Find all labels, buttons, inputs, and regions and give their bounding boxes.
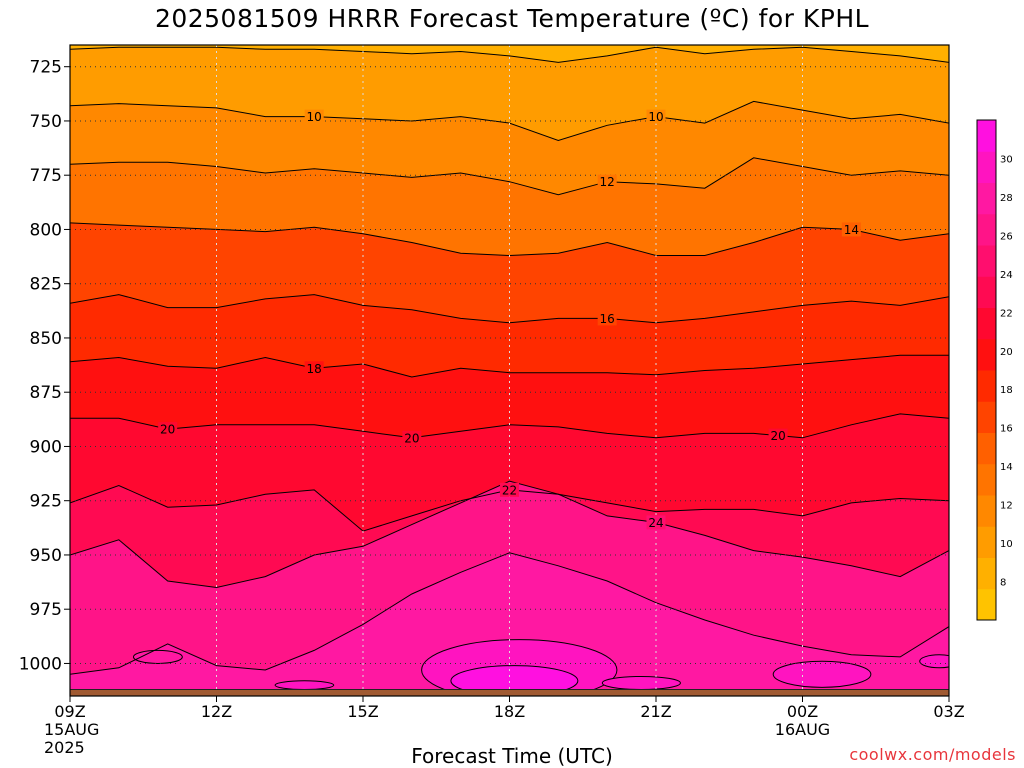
x-tick-label: 21Z bbox=[640, 702, 671, 721]
colorbar-swatch bbox=[977, 276, 996, 308]
colorbar-swatch bbox=[977, 588, 996, 621]
axes: 725 750 775 800 825 850 875 900 925 950 975 1000 09Z… bbox=[19, 44, 965, 757]
contour-label: 24 bbox=[648, 516, 663, 530]
credit-link[interactable]: coolwx.com/models bbox=[849, 745, 1016, 764]
y-tick-label: 800 bbox=[30, 220, 62, 240]
colorbar-frame bbox=[976, 119, 997, 621]
contour-label: 18 bbox=[307, 362, 322, 376]
colorbar-swatch bbox=[977, 182, 996, 215]
y-tick-label: 900 bbox=[30, 437, 62, 457]
warm-pocket-28 bbox=[274, 680, 335, 690]
colorbar-swatch bbox=[977, 307, 996, 340]
x-tick-label: 16AUG bbox=[775, 720, 830, 739]
colorbar-tick-label: 28 bbox=[1000, 193, 1013, 204]
x-tick-label: 09Z bbox=[54, 702, 85, 721]
colorbar-swatch bbox=[977, 463, 996, 496]
colorbar-tick-label: 30 bbox=[1000, 154, 1013, 165]
colorbar-tick-label: 22 bbox=[1000, 308, 1013, 319]
y-tick-label: 1000 bbox=[19, 654, 62, 674]
colorbar-tick-label: 20 bbox=[1000, 347, 1013, 358]
chart-title: 2025081509 HRRR Forecast Temperature (ºC… bbox=[154, 4, 870, 33]
contour-label: 20 bbox=[404, 431, 419, 445]
colorbar: 8 10 12 14 16 18 20 22 24 26 28 30 bbox=[976, 119, 1013, 621]
x-tick-label: 00Z bbox=[787, 702, 818, 721]
colorbar-swatch bbox=[977, 120, 996, 152]
plot-area: 10 10 12 14 16 18 20 20 20 22 24 bbox=[70, 45, 949, 696]
y-tick-label: 775 bbox=[30, 166, 62, 186]
y-tick-label: 750 bbox=[30, 112, 62, 132]
colorbar-swatch bbox=[977, 557, 996, 590]
colorbar-swatch bbox=[977, 151, 996, 183]
colorbar-swatch bbox=[977, 401, 996, 433]
contour-label: 10 bbox=[307, 110, 322, 124]
y-tick-label: 925 bbox=[30, 492, 62, 512]
colorbar-tick-label: 16 bbox=[1000, 424, 1013, 435]
colorbar-tick-label: 18 bbox=[1000, 385, 1013, 396]
colorbar-tick-label: 24 bbox=[1000, 270, 1013, 281]
warm-pocket-26 bbox=[132, 649, 183, 664]
isotherm-8 bbox=[70, 46, 949, 63]
contour-label: 16 bbox=[600, 312, 615, 326]
x-axis-label: Forecast Time (UTC) bbox=[411, 744, 613, 768]
warm-pocket-28 bbox=[919, 654, 949, 669]
contour-label: 10 bbox=[648, 110, 663, 124]
contour-label: 14 bbox=[844, 223, 859, 237]
y-tick-label: 825 bbox=[30, 275, 62, 295]
contour-label: 20 bbox=[160, 423, 175, 437]
y-tick-label: 725 bbox=[30, 58, 62, 78]
colorbar-swatch bbox=[977, 338, 996, 371]
colorbar-tick-label: 10 bbox=[1000, 539, 1013, 550]
colorbar-swatch bbox=[977, 495, 996, 527]
y-tick-label: 975 bbox=[30, 600, 62, 620]
colorbar-tick-label: 14 bbox=[1000, 462, 1013, 473]
colorbar-swatch bbox=[977, 432, 996, 465]
contour-label: 12 bbox=[600, 175, 615, 189]
colorbar-tick-label: 26 bbox=[1000, 231, 1013, 242]
y-tick-label: 950 bbox=[30, 546, 62, 566]
ground-surface bbox=[70, 689, 949, 696]
colorbar-tick-label: 12 bbox=[1000, 501, 1013, 512]
colorbar-swatch bbox=[977, 370, 996, 402]
warm-pocket-28 bbox=[772, 660, 872, 688]
colorbar-tick-label: 8 bbox=[1000, 578, 1006, 589]
contour-label: 22 bbox=[502, 483, 517, 497]
isotherm-24 bbox=[70, 480, 949, 589]
x-tick-label: 15AUG bbox=[44, 720, 99, 739]
x-tick-label: 12Z bbox=[201, 702, 232, 721]
colorbar-swatch bbox=[977, 526, 996, 558]
y-tick-label: 850 bbox=[30, 329, 62, 349]
x-tick-label: 15Z bbox=[347, 702, 378, 721]
x-tick-label: 03Z bbox=[933, 702, 964, 721]
x-tick-label: 18Z bbox=[494, 702, 525, 721]
colorbar-swatch bbox=[977, 213, 996, 246]
x-tick-label: 2025 bbox=[44, 738, 85, 757]
colorbar-swatch bbox=[977, 245, 996, 277]
contour-label: 20 bbox=[770, 429, 785, 443]
warm-pocket-28 bbox=[601, 675, 681, 690]
y-tick-label: 875 bbox=[30, 383, 62, 403]
